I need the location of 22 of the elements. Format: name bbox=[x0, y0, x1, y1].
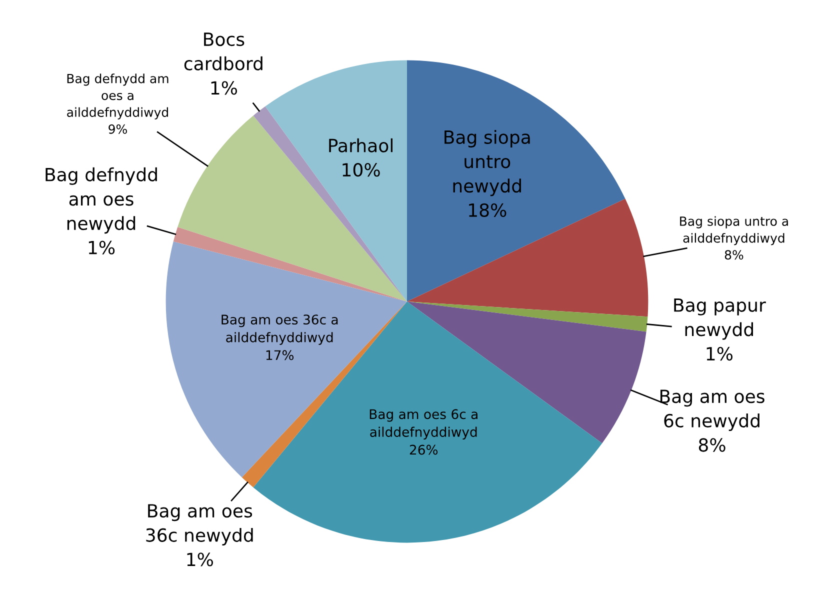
data-label: 1% bbox=[706, 346, 732, 361]
data-label: 8% bbox=[698, 438, 726, 452]
slice-label: Bag am oes 6c a ailddefnyddiwyd bbox=[370, 409, 478, 440]
slice-label: Bag defnydd am oes newydd bbox=[46, 167, 157, 234]
slice-label: Bocs cardbord bbox=[184, 32, 262, 70]
data-label: 1% bbox=[88, 240, 115, 254]
data-label: 1% bbox=[211, 81, 238, 95]
slice-label: Bag am oes 6c newydd bbox=[660, 390, 764, 431]
slice-label: Bag siopa untro newydd bbox=[444, 130, 530, 196]
slice-label: Bag papur newydd bbox=[674, 298, 766, 340]
slice-label: Bag defnydd am oes a ailddefnyddiwyd bbox=[67, 74, 168, 120]
data-label: 8% bbox=[724, 250, 744, 260]
data-label: 17% bbox=[266, 350, 294, 360]
slice-label: Bag am oes 36c newydd bbox=[146, 504, 253, 546]
slice-label: Bag am oes 36c a ailddefnyddiwyd bbox=[222, 314, 338, 345]
data-label: 18% bbox=[469, 203, 506, 217]
slice-label: Parhaol bbox=[329, 138, 393, 152]
slice-label: Bag siopa untro a ailddefnyddiwyd bbox=[680, 216, 788, 246]
data-label: 9% bbox=[108, 124, 127, 134]
data-label: 26% bbox=[410, 444, 438, 455]
data-label: 10% bbox=[342, 163, 380, 177]
data-label: 1% bbox=[187, 552, 213, 566]
